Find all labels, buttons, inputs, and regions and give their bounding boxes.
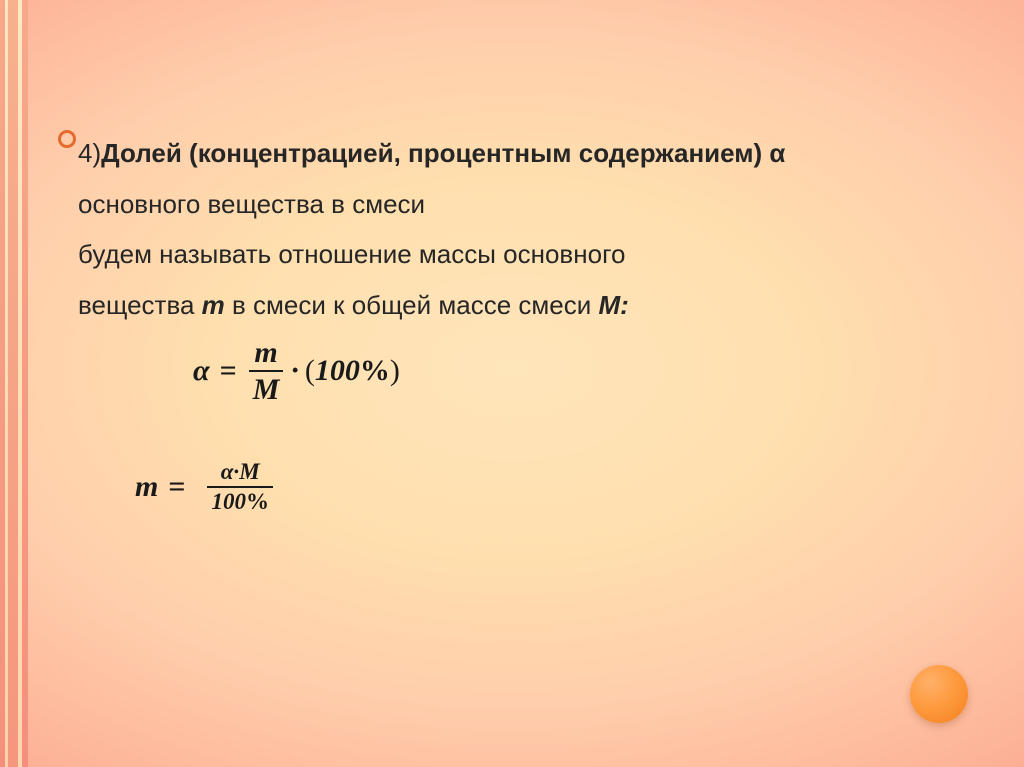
f1-hundred: 100 [315, 354, 360, 388]
line2: будем называть отношение массы основного [78, 239, 625, 269]
line1-rest: основного вещества в смеси [78, 189, 425, 219]
formula-alpha: α = m M ∙ (100%) [193, 337, 898, 406]
definition-paragraph: 4)Долей (концентрацией, процентным содер… [78, 128, 898, 331]
f1-pct: % [360, 354, 390, 388]
f1-lhs: α [193, 354, 210, 388]
left-accent-stripes [0, 0, 30, 767]
f2-lhs: m [135, 470, 158, 504]
f1-num: m [250, 337, 281, 371]
corner-circle-icon [910, 665, 968, 723]
bold-term: Долей (концентрацией, процентным содержа… [101, 138, 785, 168]
item-number: 4) [78, 138, 101, 168]
bullet-ring-icon [58, 130, 76, 148]
f1-open: ( [305, 354, 315, 388]
f2-den: 100% [207, 486, 273, 514]
var-M: M: [598, 290, 628, 320]
f2-fraction: α∙M 100% [207, 460, 273, 514]
f2-num: α∙M [217, 460, 264, 486]
f1-close: ) [390, 354, 400, 388]
line3-b: в смеси к общей массе смеси [225, 290, 599, 320]
f2-num-a: α [221, 459, 234, 484]
formula-m: m = α∙M 100% [135, 460, 898, 514]
f1-cdot: ∙ [291, 354, 299, 388]
f2-eq: = [168, 470, 185, 504]
f1-fraction: m M [249, 337, 284, 406]
f2-den-pct: % [246, 489, 269, 514]
slide: 4)Долей (концентрацией, процентным содер… [0, 0, 1024, 767]
var-m: m [202, 290, 225, 320]
formula-block: α = m M ∙ (100%) m = α∙M 100% [193, 337, 898, 514]
line3-a: вещества [78, 290, 202, 320]
f1-den: M [249, 370, 284, 406]
f2-num-b: M [239, 459, 259, 484]
f1-eq: = [220, 354, 237, 388]
f2-den-hundred: 100 [211, 489, 246, 514]
slide-content: 4)Долей (концентрацией, процентным содер… [78, 128, 898, 514]
